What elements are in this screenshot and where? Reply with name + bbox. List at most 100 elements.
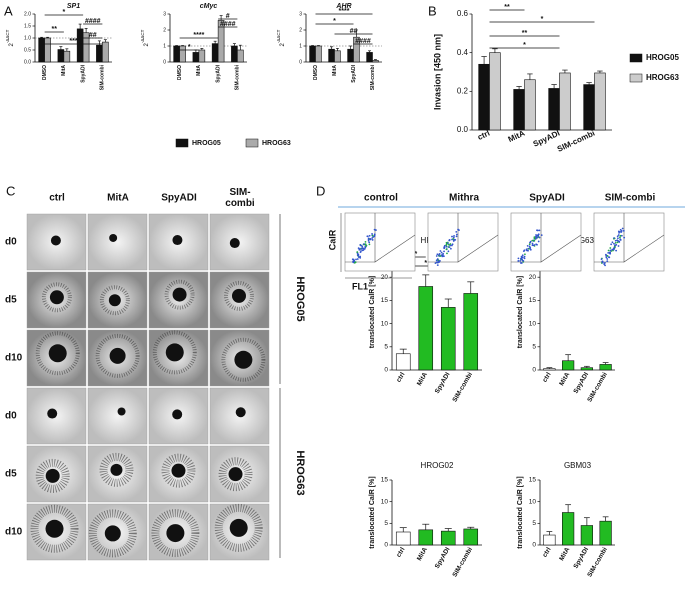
column-header: SIM-combi [605,193,656,204]
event-dot [601,260,604,263]
bar [543,534,556,546]
event-dot [368,241,371,244]
legend-label: HROG63 [262,140,291,147]
x-tick-label: SpyADI [572,546,590,570]
significance-label: ** [504,4,510,11]
event-dot [604,264,606,267]
y-tick-label: 3 [299,11,302,17]
bar [489,52,501,131]
spheroid-halo [41,282,72,313]
spheroid-halo [161,453,196,488]
row-label: d5 [5,295,17,306]
y-axis-label: 2-ΔΔCT [5,29,14,46]
bar [63,50,71,63]
x-tick-label: MitA [61,65,67,76]
event-dot [623,236,626,239]
x-tick-label: MitA [416,546,429,562]
event-dot [537,240,540,243]
spheroid [229,238,240,249]
significance-label: * [541,16,544,23]
event-dot [362,249,365,251]
group-label: HROG05 [294,276,306,321]
bar [463,293,479,371]
x-tick-label: SIM-combi [586,546,609,578]
event-dot [609,247,612,249]
event-dot [356,258,359,260]
event-dot [361,245,364,248]
event-dot [457,228,460,231]
event-dot [449,244,452,247]
bar [173,45,180,63]
spheroid [50,235,61,246]
event-dot [357,254,359,257]
bar [580,525,593,546]
bar [583,84,595,131]
event-dot [455,230,458,233]
event-dot [617,230,620,233]
significance-label: ## [89,32,97,39]
spheroid [172,235,183,246]
event-dot [540,234,543,237]
panel-label: C [6,183,15,198]
x-tick-label: SIM-combi [100,64,106,90]
bar [594,72,606,131]
spheroid [104,525,121,542]
event-dot [364,240,367,243]
event-dot [600,258,603,261]
event-dot [526,244,529,247]
event-dot [618,231,620,234]
bar [309,45,316,63]
group-label: HROG63 [294,450,306,495]
event-dot [369,238,372,241]
spheroid-image [87,213,148,271]
event-dot [358,248,361,251]
event-dot [439,255,442,257]
x-tick-label: SpyADI [434,371,452,395]
bar [599,364,612,371]
event-dot [520,258,523,260]
event-dot [613,246,616,248]
spheroid [235,407,246,418]
bar [440,307,456,371]
y-tick-label: 0.4 [457,48,469,57]
panel-label: D [316,183,325,198]
event-dot [445,248,448,251]
event-dot [523,255,526,258]
y-label-base: 2 [9,42,15,46]
bar [548,88,560,131]
event-dot [352,258,355,261]
row-label: d5 [5,469,17,480]
y-tick-label: 0 [532,542,536,549]
event-dot [607,249,610,252]
event-dot [523,257,526,260]
y-tick-label: 1 [299,43,302,49]
bar [192,52,200,63]
event-dot [529,246,532,249]
y-axis-label: translocated CalR [%] [369,276,376,348]
bar [543,368,556,371]
spheroid-halo [99,285,130,316]
event-dot [615,243,618,246]
spheroid-halo [221,337,266,382]
event-dot [364,243,367,245]
event-dot [367,239,370,242]
event-dot [531,242,534,245]
y-tick-label: 10 [529,498,537,505]
x-tick-label: DMSO [313,65,319,80]
event-dot [451,235,453,238]
y-tick-label: 0.2 [457,86,469,95]
event-dot [368,234,371,237]
spheroid-image [87,387,148,445]
spheroid-halo [164,279,195,310]
event-dot [619,234,622,237]
event-dot [519,259,522,262]
event-dot [361,247,364,249]
y-tick-label: 1.0 [24,35,31,41]
spheroid [231,288,246,303]
chart-title: cMyc [200,3,218,10]
event-dot [435,255,438,257]
y-tick-label: 2 [299,27,302,33]
event-dot [363,248,366,250]
bar [372,60,379,63]
x-tick-label: ctrl [395,546,406,558]
